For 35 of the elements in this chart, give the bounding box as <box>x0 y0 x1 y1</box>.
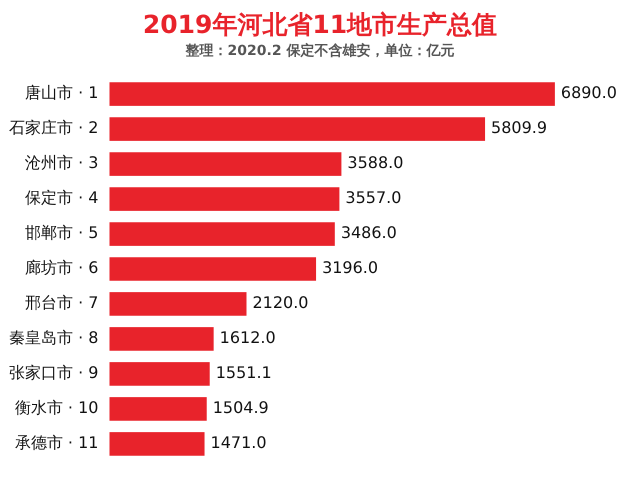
data-label: 1504.9 <box>212 398 269 418</box>
y-tick-label: 秦皇岛市 · 8 <box>9 328 98 348</box>
y-tick-label: 唐山市 · 1 <box>25 83 98 102</box>
data-label: 3486.0 <box>340 223 397 242</box>
chart-title: 2019年河北省11地市生产总值 <box>142 9 498 41</box>
y-tick-label: 沧州市 · 3 <box>25 153 98 172</box>
data-label: 3196.0 <box>322 258 378 278</box>
y-tick-label: 保定市 · 4 <box>25 188 98 208</box>
data-label: 3588.0 <box>347 153 404 172</box>
bar <box>109 117 486 141</box>
y-tick-label: 衡水市 · 10 <box>14 398 98 418</box>
y-tick-label: 邯郸市 · 5 <box>25 223 98 242</box>
bar <box>109 82 555 106</box>
bar <box>109 292 246 316</box>
chart-subtitle: 整理：2020.2 保定不含雄安，单位：亿元 <box>184 42 456 61</box>
y-tick-label: 石家庄市 · 2 <box>9 118 98 138</box>
y-tick-label: 承德市 · 11 <box>14 433 98 452</box>
bar <box>109 397 207 421</box>
data-label: 1551.1 <box>216 363 272 382</box>
data-label: 5809.9 <box>491 118 548 138</box>
bar <box>109 257 316 281</box>
bar <box>109 432 205 456</box>
data-label: 1471.0 <box>210 433 267 452</box>
data-label: 6890.0 <box>560 83 617 102</box>
bar <box>109 327 214 351</box>
bar <box>109 222 335 246</box>
data-label: 2120.0 <box>252 293 308 312</box>
bar <box>109 152 342 176</box>
data-label: 1612.0 <box>220 328 276 348</box>
y-tick-label: 廊坊市 · 6 <box>25 258 98 278</box>
y-tick-label: 邢台市 · 7 <box>25 293 98 312</box>
bar <box>109 362 210 386</box>
y-tick-label: 张家口市 · 9 <box>9 363 98 382</box>
data-label: 3557.0 <box>345 188 402 208</box>
bar <box>109 187 340 211</box>
